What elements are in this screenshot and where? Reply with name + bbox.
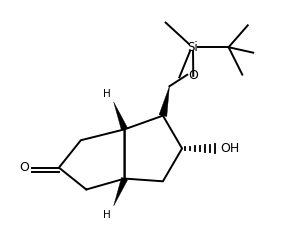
Text: O: O (19, 161, 29, 174)
Polygon shape (114, 177, 128, 206)
Polygon shape (159, 86, 169, 117)
Polygon shape (114, 102, 128, 131)
Text: H: H (103, 210, 111, 220)
Text: OH: OH (220, 142, 239, 155)
Text: O: O (189, 69, 198, 82)
Text: Si: Si (188, 41, 198, 54)
Text: H: H (103, 89, 111, 99)
